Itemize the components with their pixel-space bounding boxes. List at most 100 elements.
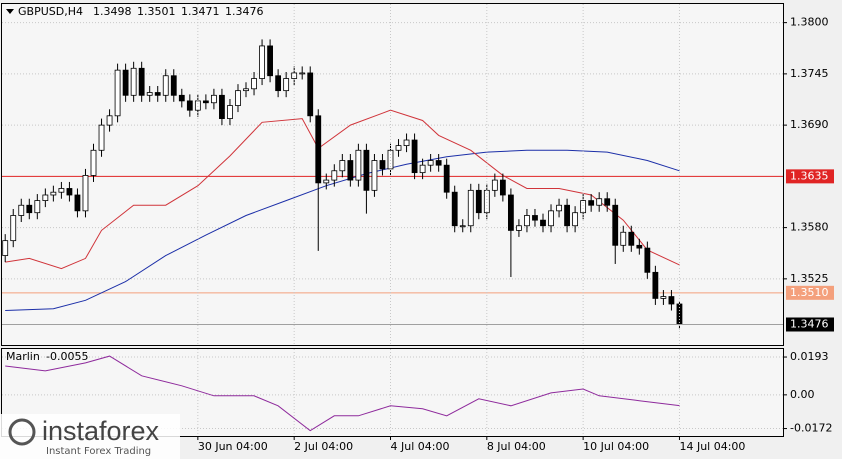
candle-body: [516, 225, 522, 231]
ohlc-low: 1.3471: [181, 5, 220, 18]
candle-body: [459, 225, 466, 228]
candle-body: [146, 92, 153, 96]
candle-body: [122, 69, 129, 96]
ohlc-close: 1.3476: [225, 5, 264, 18]
candle-body: [170, 75, 177, 96]
y-tick-label: 1.3690: [790, 118, 829, 131]
price-label-box: [786, 317, 834, 332]
ohlc-high: 1.3501: [137, 5, 176, 18]
candle-body: [235, 90, 241, 106]
level-label-box: [786, 169, 834, 184]
candle-body: [604, 198, 611, 206]
x-tick-label: 4 Jul 04:00: [390, 440, 449, 453]
candle-body: [243, 88, 249, 92]
candle-body: [251, 78, 257, 90]
candle-body: [50, 191, 57, 196]
y-tick-label: 1.3525: [790, 272, 829, 285]
candle-body: [652, 271, 659, 299]
candle-body: [34, 200, 41, 214]
plot: 1.3800 1.3745 1.3690 1.3580 1.3525 1.3635 1.35…: [2, 4, 834, 453]
y-tick-label: 0.00: [790, 388, 815, 401]
candle-body: [42, 194, 49, 201]
line: [5, 355, 680, 432]
candle-body: [98, 124, 105, 151]
candle-body: [347, 160, 354, 181]
candle-body: [524, 215, 530, 227]
candle-body: [540, 219, 546, 227]
candle-body: [379, 160, 386, 170]
candle-body: [491, 179, 498, 191]
logo-icon: [8, 418, 36, 446]
level-label: 1.3635: [790, 169, 829, 182]
candle-body: [10, 215, 17, 242]
candle-body: [315, 115, 322, 184]
candle-body: [435, 160, 442, 166]
candle-body: [668, 296, 675, 305]
symbol: GBPUSD,H4: [18, 5, 83, 18]
candle-body: [114, 69, 121, 117]
candle-body: [299, 72, 306, 75]
candle-body: [403, 139, 410, 147]
candle-body: [548, 210, 554, 227]
candle-body: [227, 105, 233, 119]
x-tick-label: 8 Jul 04:00: [487, 440, 546, 453]
candle-body: [307, 72, 314, 117]
candle-body: [596, 198, 603, 206]
price-panel: [1, 3, 784, 346]
candle-body: [628, 231, 635, 246]
candle-body: [178, 94, 185, 102]
candle-body: [186, 100, 193, 111]
candle-body: [130, 67, 137, 96]
candle-body: [82, 175, 89, 212]
candle-body: [371, 160, 378, 191]
y-tick-label: 1.3800: [790, 16, 829, 29]
candle-body: [443, 164, 450, 193]
candle-body: [387, 149, 394, 170]
candle-body: [106, 115, 113, 126]
y-tick-label: 1.3580: [790, 221, 829, 234]
candle-body: [90, 149, 97, 176]
candle-body: [291, 72, 298, 79]
level-label-box: [786, 285, 834, 300]
y-tick-label: -0.0172: [790, 422, 832, 435]
ohlc-open: 1.3498: [93, 5, 132, 18]
candle-body: [363, 149, 370, 191]
candle-body: [66, 188, 73, 196]
candle-body: [588, 200, 595, 206]
candle-body: [660, 296, 667, 299]
candle-body: [219, 94, 225, 119]
candle-body: [556, 204, 562, 212]
candle-body: [620, 231, 627, 246]
indicator-name: Marlin: [6, 350, 40, 363]
x-tick-label: 14 Jul 04:00: [679, 440, 745, 453]
candle-body: [580, 200, 587, 214]
menu-arrow: [6, 9, 14, 14]
candle-body: [419, 164, 426, 174]
candle-body: [275, 75, 282, 92]
candle-body: [572, 212, 579, 227]
candle-body: [283, 78, 290, 92]
candle-body: [427, 160, 434, 166]
candle-body: [58, 188, 65, 193]
candle-body: [612, 204, 619, 246]
logo: instaforex Instant Forex Trading: [0, 414, 180, 459]
candle-body: [532, 215, 538, 221]
price-label: 1.3476: [790, 318, 829, 331]
line: [5, 149, 680, 311]
candle-body: [202, 100, 209, 104]
y-tick-label: 0.0193: [790, 350, 829, 363]
candle-body: [194, 100, 201, 111]
candle-body: [507, 194, 514, 231]
indicator-value: -0.0055: [46, 350, 88, 363]
logo-name: instaforex: [42, 416, 160, 446]
candle-body: [154, 92, 161, 96]
candle-body: [499, 179, 506, 196]
candle-body: [339, 160, 346, 172]
candle-body: [644, 247, 651, 273]
candle-body: [395, 145, 402, 151]
candle-body: [18, 204, 25, 216]
candle-body: [355, 149, 362, 181]
candle-body: [475, 189, 482, 214]
candle-body: [411, 139, 418, 174]
